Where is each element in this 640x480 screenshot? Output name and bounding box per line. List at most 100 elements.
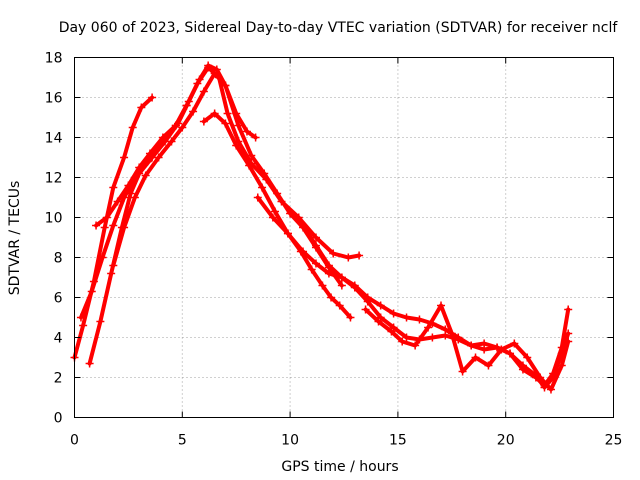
data-point bbox=[273, 189, 282, 198]
data-point bbox=[346, 313, 355, 322]
axis-ticks: 0 5 10 15 20 25 0 2 4 6 8 10 12 14 16 18 bbox=[45, 51, 623, 449]
x-tick-label: 15 bbox=[389, 433, 407, 449]
series-line bbox=[201, 111, 353, 320]
y-tick-label: 2 bbox=[54, 371, 63, 387]
chart-title: Day 060 of 2023, Sidereal Day-to-day VTE… bbox=[59, 20, 619, 36]
data-point bbox=[311, 241, 320, 250]
data-point bbox=[242, 127, 251, 136]
data-point bbox=[260, 169, 269, 178]
series-pass-1 bbox=[70, 93, 157, 362]
data-point bbox=[480, 339, 489, 348]
data-point bbox=[135, 163, 144, 172]
data-point bbox=[128, 123, 137, 132]
data-point bbox=[204, 63, 213, 72]
data-point bbox=[178, 123, 187, 132]
data-point bbox=[402, 333, 411, 342]
data-point bbox=[232, 141, 241, 150]
data-point bbox=[221, 119, 230, 128]
data-point bbox=[76, 313, 85, 322]
data-point bbox=[458, 367, 467, 376]
series-group bbox=[70, 61, 573, 394]
data-point bbox=[299, 221, 308, 230]
data-point bbox=[447, 329, 456, 338]
data-point bbox=[546, 385, 555, 394]
data-point bbox=[120, 153, 129, 162]
y-tick-label: 12 bbox=[45, 171, 63, 187]
data-point bbox=[193, 79, 202, 88]
data-point bbox=[126, 189, 135, 198]
data-point bbox=[221, 81, 230, 90]
data-point bbox=[96, 317, 105, 326]
data-point bbox=[100, 223, 109, 232]
data-point bbox=[398, 337, 407, 346]
data-point bbox=[402, 313, 411, 322]
data-point bbox=[564, 329, 573, 338]
y-tick-label: 16 bbox=[45, 91, 63, 107]
data-point bbox=[210, 69, 219, 78]
data-point bbox=[324, 269, 333, 278]
data-point bbox=[210, 109, 219, 118]
data-point bbox=[109, 261, 118, 270]
x-tick-label: 0 bbox=[70, 433, 79, 449]
data-point bbox=[130, 193, 139, 202]
series-line bbox=[363, 303, 571, 392]
data-point bbox=[247, 151, 256, 160]
data-point bbox=[376, 301, 385, 310]
data-point bbox=[493, 343, 502, 352]
data-point bbox=[441, 331, 450, 340]
y-tick-label: 14 bbox=[45, 131, 63, 147]
data-point bbox=[337, 273, 346, 282]
data-point bbox=[124, 181, 133, 190]
y-tick-label: 8 bbox=[54, 251, 63, 267]
data-point bbox=[102, 213, 111, 222]
data-point bbox=[454, 335, 463, 344]
series-pass-6 bbox=[199, 109, 355, 322]
series-pass-9 bbox=[361, 301, 573, 394]
y-tick-label: 4 bbox=[54, 331, 63, 347]
data-point bbox=[355, 251, 364, 260]
data-point bbox=[497, 345, 506, 354]
data-point bbox=[109, 221, 118, 230]
data-point bbox=[154, 153, 163, 162]
data-point bbox=[268, 213, 277, 222]
data-point bbox=[389, 309, 398, 318]
series-line bbox=[87, 63, 258, 366]
data-point bbox=[251, 133, 260, 142]
data-point bbox=[564, 337, 573, 346]
data-point bbox=[350, 283, 359, 292]
x-tick-label: 25 bbox=[605, 433, 623, 449]
x-axis-label: GPS time / hours bbox=[281, 459, 398, 475]
data-point bbox=[307, 265, 316, 274]
data-point bbox=[258, 183, 267, 192]
x-tick-label: 5 bbox=[178, 433, 187, 449]
data-point bbox=[335, 301, 344, 310]
data-point bbox=[85, 359, 94, 368]
y-tick-label: 6 bbox=[54, 291, 63, 307]
data-point bbox=[387, 327, 396, 336]
data-point bbox=[484, 361, 493, 370]
x-tick-label: 10 bbox=[281, 433, 299, 449]
series-pass-8 bbox=[299, 221, 573, 392]
data-point bbox=[107, 269, 116, 278]
data-point bbox=[199, 117, 208, 126]
data-point bbox=[344, 253, 353, 262]
data-point bbox=[286, 209, 295, 218]
data-point bbox=[92, 221, 101, 230]
data-point bbox=[327, 293, 336, 302]
plot-frame bbox=[74, 57, 614, 418]
data-point bbox=[148, 93, 157, 102]
data-point bbox=[167, 137, 176, 146]
data-point bbox=[79, 321, 88, 330]
data-point bbox=[363, 297, 372, 306]
x-tick-label: 20 bbox=[497, 433, 515, 449]
data-point bbox=[171, 121, 180, 130]
data-point bbox=[471, 353, 480, 362]
data-point bbox=[253, 193, 262, 202]
series-pass-2 bbox=[76, 101, 191, 322]
data-point bbox=[283, 229, 292, 238]
y-tick-label: 10 bbox=[45, 211, 63, 227]
data-point bbox=[98, 253, 107, 262]
data-point bbox=[299, 247, 308, 256]
data-point bbox=[374, 317, 383, 326]
